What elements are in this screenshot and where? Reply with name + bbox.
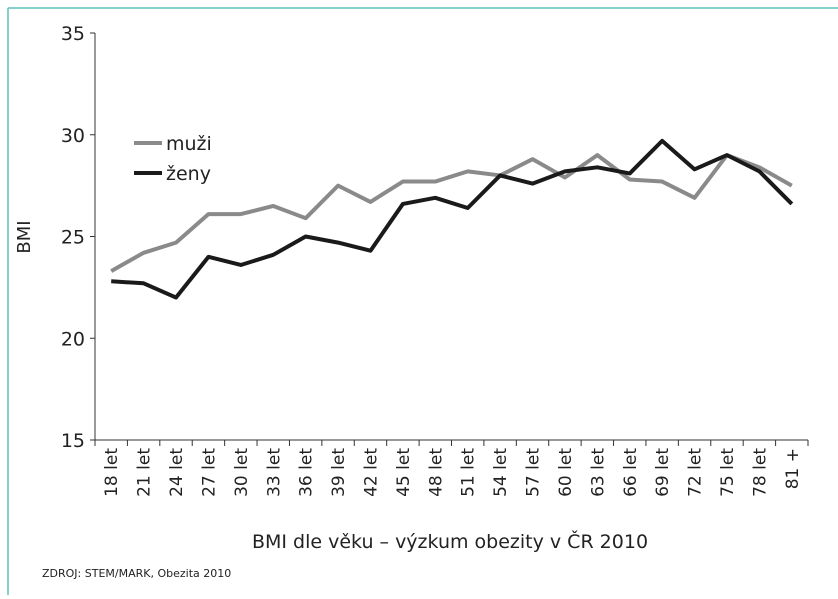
x-tick-label: 27 let	[199, 448, 219, 497]
x-tick-label: 33 let	[264, 448, 284, 497]
x-tick-label: 63 let	[588, 448, 608, 497]
y-tick-label: 25	[61, 227, 85, 249]
x-tick-label: 78 let	[750, 448, 770, 497]
x-tick-label: 39 let	[329, 448, 349, 497]
x-tick-label: 81 +	[783, 448, 803, 489]
x-tick-label: 51 let	[459, 448, 479, 497]
x-tick-label: 45 let	[394, 448, 414, 497]
source: ZDROJ: STEM/MARK, Obezita 2010	[42, 567, 231, 580]
x-tick-label: 54 let	[491, 448, 511, 497]
x-tick-label: 42 let	[361, 448, 381, 497]
x-tick-label: 57 let	[524, 448, 544, 497]
legend-label: ženy	[166, 163, 211, 185]
x-tick-label: 30 let	[232, 448, 252, 497]
x-tick-label: 69 let	[653, 448, 673, 497]
y-tick-label: 20	[61, 328, 85, 350]
x-tick-label: 36 let	[297, 448, 317, 497]
y-axis-label: BMI	[14, 220, 35, 253]
legend-label: muži	[166, 133, 212, 155]
x-tick-label: 48 let	[426, 448, 446, 497]
x-tick-label: 60 let	[556, 448, 576, 497]
x-tick-label: 72 let	[686, 448, 706, 497]
x-tick-label: 18 let	[102, 448, 122, 497]
line-series	[110, 153, 793, 273]
x-tick-label: 75 let	[718, 448, 738, 497]
line-series	[111, 138, 794, 300]
x-tick-label: 66 let	[621, 448, 641, 497]
y-tick-label: 35	[61, 23, 85, 45]
x-tick-label: 24 let	[167, 448, 187, 497]
x-axis-label: BMI dle věku – výzkum obezity v ČR 2010	[252, 529, 648, 553]
y-tick-label: 30	[61, 125, 85, 147]
y-tick-label: 15	[61, 430, 85, 452]
x-tick-label: 21 let	[135, 448, 155, 497]
